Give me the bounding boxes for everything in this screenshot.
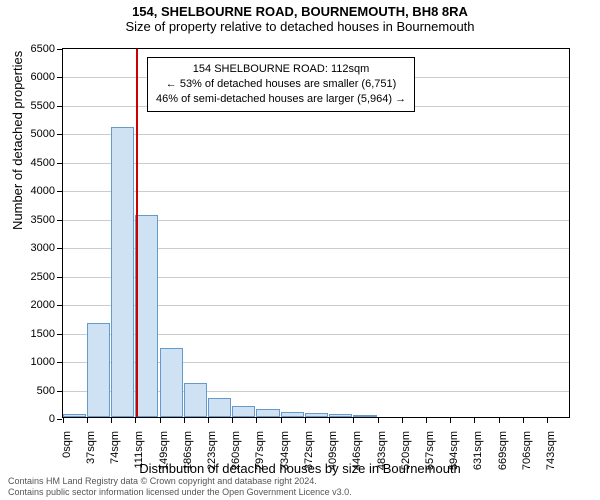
y-tick-label: 2000 [31, 299, 55, 311]
histogram-bar [281, 412, 304, 417]
y-tick [57, 134, 62, 135]
x-tick [135, 418, 136, 423]
y-tick [57, 163, 62, 164]
y-tick-label: 500 [37, 385, 55, 397]
histogram-bar [135, 215, 158, 417]
x-tick [499, 418, 500, 423]
x-tick [402, 418, 403, 423]
annotation-line3: 46% of semi-detached houses are larger (… [156, 92, 406, 107]
footer-attribution: Contains HM Land Registry data © Crown c… [8, 476, 352, 498]
histogram-bar [160, 348, 183, 417]
property-marker-line [136, 49, 138, 417]
y-axis-label: Number of detached properties [10, 51, 25, 230]
histogram-bar [87, 323, 110, 417]
annotation-box: 154 SHELBOURNE ROAD: 112sqm← 53% of deta… [147, 57, 415, 112]
x-tick [184, 418, 185, 423]
y-tick-label: 6000 [31, 71, 55, 83]
gridline [63, 134, 569, 135]
y-tick [57, 220, 62, 221]
y-tick [57, 49, 62, 50]
footer-line1: Contains HM Land Registry data © Crown c… [8, 476, 352, 487]
x-tick [208, 418, 209, 423]
annotation-line2: ← 53% of detached houses are smaller (6,… [156, 77, 406, 92]
footer-line2: Contains public sector information licen… [8, 487, 352, 498]
x-tick [329, 418, 330, 423]
y-tick-label: 4000 [31, 185, 55, 197]
x-tick [63, 418, 64, 423]
chart-title: 154, SHELBOURNE ROAD, BOURNEMOUTH, BH8 8… [0, 0, 600, 34]
histogram-plot: 0500100015002000250030003500400045005000… [62, 48, 570, 418]
x-tick [160, 418, 161, 423]
y-tick-label: 3000 [31, 242, 55, 254]
histogram-bar [208, 398, 231, 417]
y-tick [57, 248, 62, 249]
y-tick-label: 0 [49, 413, 55, 425]
y-tick [57, 334, 62, 335]
y-tick [57, 277, 62, 278]
x-tick [232, 418, 233, 423]
histogram-bar [256, 409, 279, 417]
y-tick-label: 3500 [31, 214, 55, 226]
y-tick-label: 2500 [31, 271, 55, 283]
histogram-bar [329, 414, 352, 417]
histogram-bar [305, 413, 328, 417]
x-tick [305, 418, 306, 423]
x-tick [281, 418, 282, 423]
title-line2: Size of property relative to detached ho… [0, 19, 600, 34]
y-tick-label: 5000 [31, 128, 55, 140]
x-tick [547, 418, 548, 423]
y-tick-label: 1000 [31, 356, 55, 368]
y-tick-label: 4500 [31, 157, 55, 169]
x-tick [353, 418, 354, 423]
y-tick [57, 77, 62, 78]
y-tick-label: 6500 [31, 43, 55, 55]
annotation-line1: 154 SHELBOURNE ROAD: 112sqm [156, 62, 406, 77]
histogram-bar [63, 414, 86, 417]
y-tick [57, 191, 62, 192]
x-tick [256, 418, 257, 423]
x-tick [474, 418, 475, 423]
x-tick [111, 418, 112, 423]
gridline [63, 163, 569, 164]
y-tick [57, 362, 62, 363]
y-tick [57, 305, 62, 306]
y-tick [57, 106, 62, 107]
x-tick [450, 418, 451, 423]
x-tick [523, 418, 524, 423]
y-tick [57, 391, 62, 392]
histogram-bar [111, 127, 134, 417]
histogram-bar [232, 406, 255, 417]
x-axis-label: Distribution of detached houses by size … [0, 461, 600, 476]
y-tick-label: 5500 [31, 100, 55, 112]
histogram-bar [184, 383, 207, 417]
x-tick [87, 418, 88, 423]
title-line1: 154, SHELBOURNE ROAD, BOURNEMOUTH, BH8 8… [0, 4, 600, 19]
histogram-bar [353, 415, 376, 417]
gridline [63, 191, 569, 192]
x-tick [378, 418, 379, 423]
y-tick [57, 419, 62, 420]
y-tick-label: 1500 [31, 328, 55, 340]
x-tick [426, 418, 427, 423]
